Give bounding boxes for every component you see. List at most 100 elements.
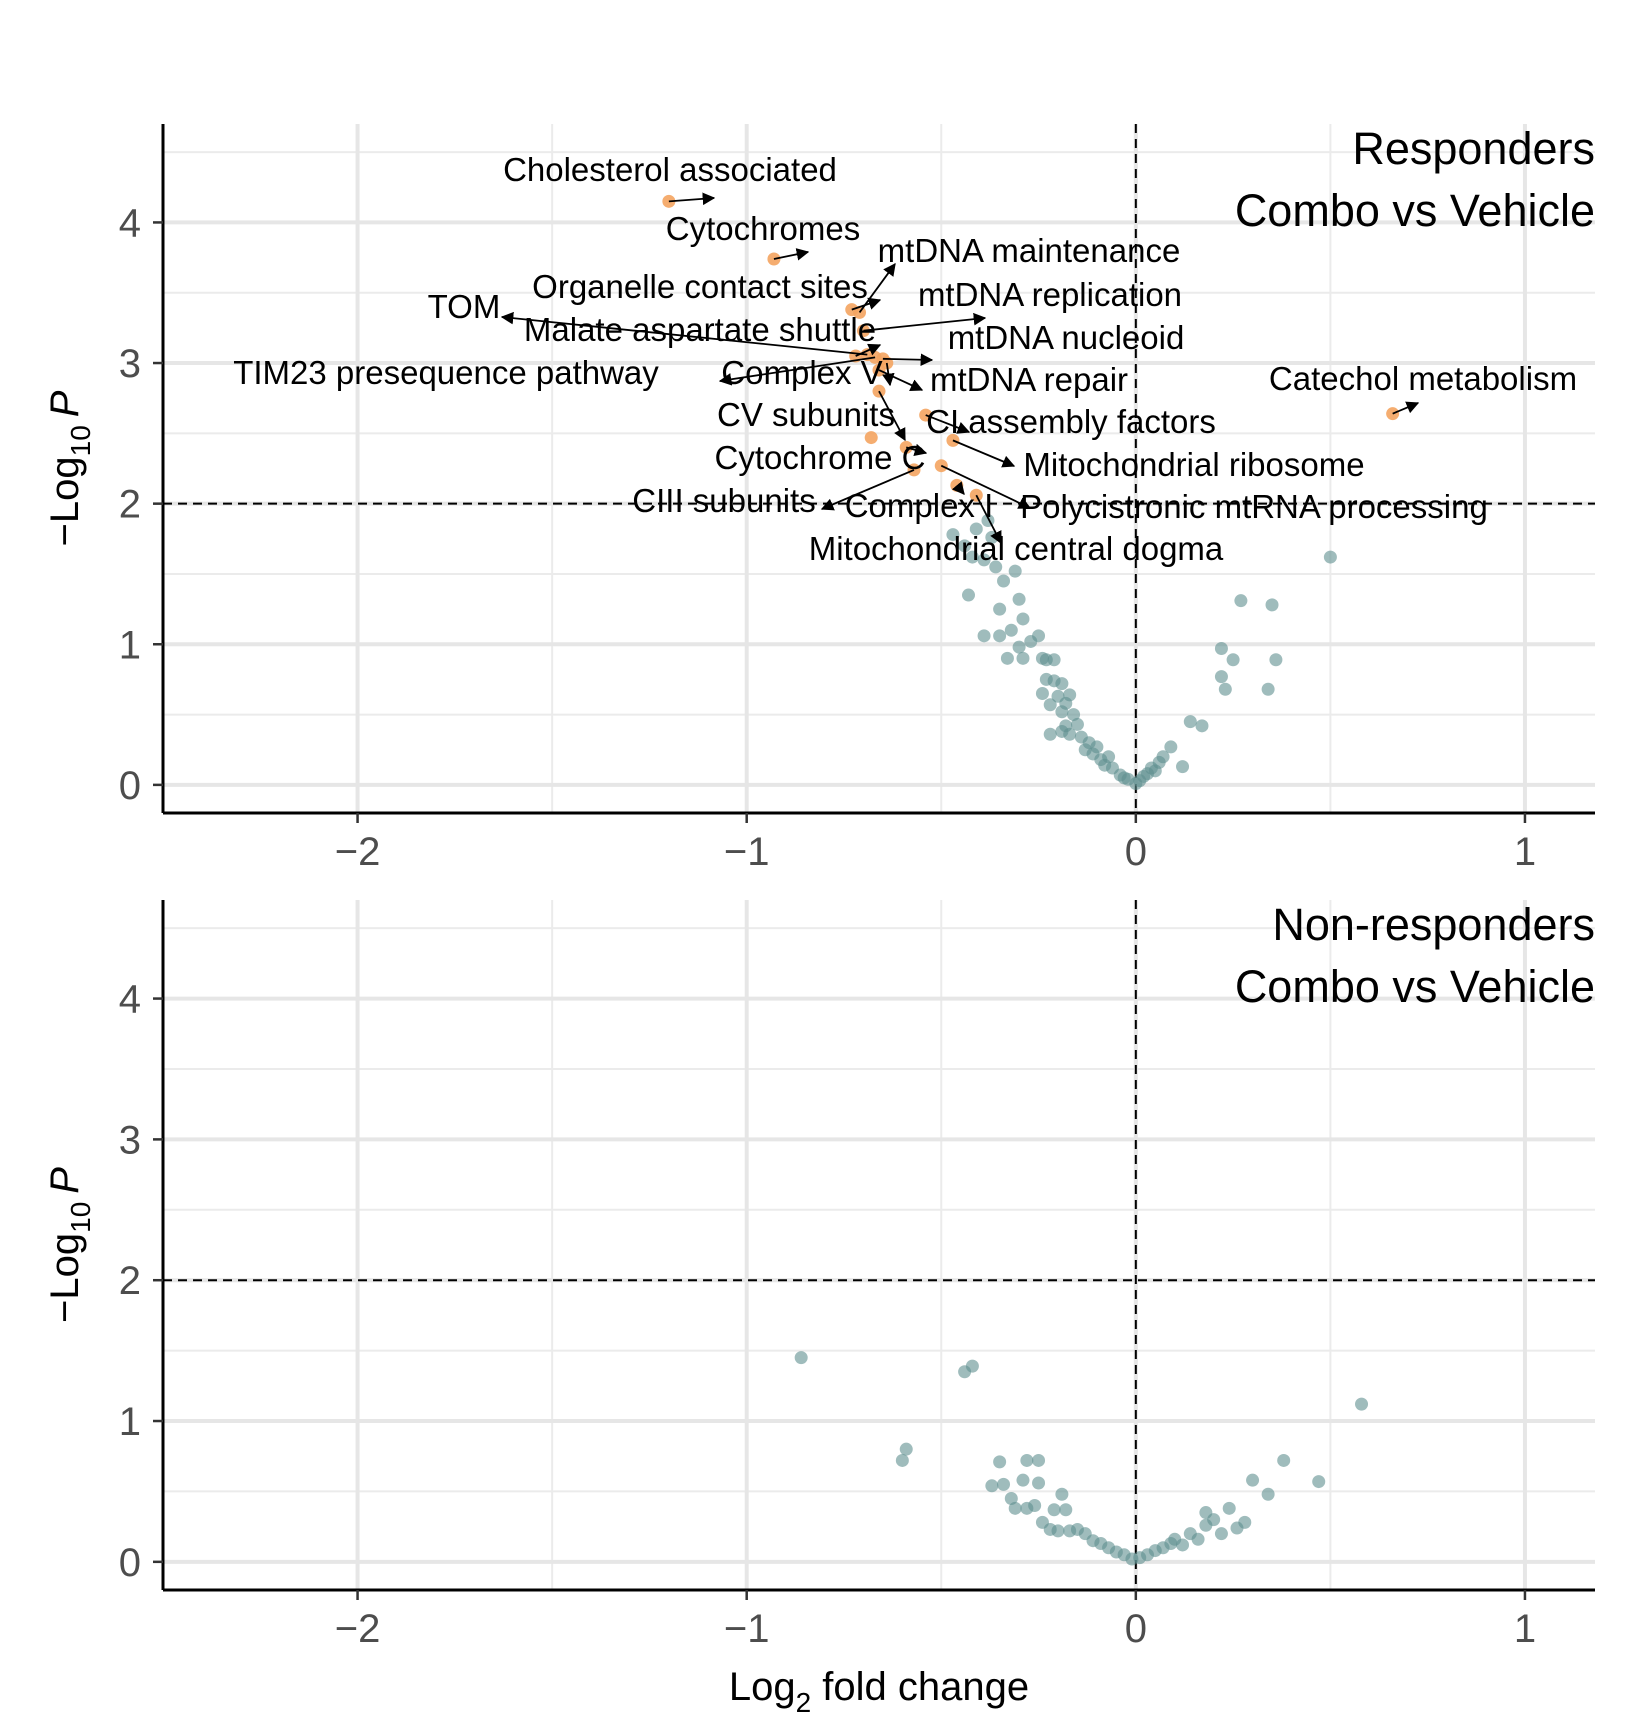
label-arrow [951,481,965,495]
x-tick-label: −2 [335,830,381,874]
data-point [1355,1397,1369,1411]
label-arrow [905,443,928,456]
label-arrow [851,297,882,311]
data-point [1032,629,1046,643]
data-point [946,528,960,542]
y-tick-label: 1 [119,1400,141,1444]
data-point [1043,727,1057,741]
y-tick-label: 0 [119,764,141,808]
label-arrow [940,464,1032,509]
point-labels: Cholesterol associated Cytochromes mtDNA m… [233,151,1577,567]
panel-title: Responders Combo vs Vehicle [1235,123,1595,236]
data-point [1183,715,1197,729]
data-point [1055,1487,1069,1501]
data-point [1261,682,1275,696]
point-label: mtDNA repair [930,361,1128,398]
data-point [1004,623,1018,637]
panel-title-line: Combo vs Vehicle [1235,185,1595,236]
data-point [1269,653,1283,667]
point-label: CV subunits [717,396,895,433]
data-point [1032,1453,1046,1467]
data-point [1008,1501,1022,1515]
data-point [1214,1527,1228,1541]
plot-area [163,900,1595,1590]
point-label: TIM23 presequence pathway [233,354,659,391]
label-arrow [878,390,906,442]
data-point [1032,1476,1046,1490]
point-label: Complex I [845,487,994,524]
label-arrow [668,192,716,206]
x-tick-label: −1 [724,1607,770,1651]
y-tick-label: 4 [119,201,141,245]
data-point [1055,677,1069,691]
data-point [1312,1475,1326,1489]
data-point [965,550,979,564]
data-point [1012,640,1026,654]
data-point [1218,682,1232,696]
data-point [1176,760,1190,774]
y-tick-label: 4 [119,978,141,1022]
point-label: CI assembly factors [926,403,1216,440]
panel-responders: Cholesterol associated Cytochromes mtDNA m… [43,123,1595,874]
data-point [1055,705,1069,719]
y-axis-title: −Log10P [43,1167,96,1323]
data-point [794,1351,808,1365]
point-label: Complex V [721,354,882,391]
y-tick-label: 1 [119,623,141,667]
data-point [1000,651,1014,665]
point-label: Mitochondrial central dogma [809,530,1224,567]
label-arrow [952,439,1016,468]
label-arrow [925,414,971,434]
panel-title-line: Responders [1352,123,1595,174]
data-point [1070,717,1084,731]
y-tick-label: 3 [119,342,141,386]
data-point [969,522,983,536]
point-label: Polycistronic mtRNA processing [1020,488,1488,525]
label-arrow [855,343,882,357]
label-arrow [820,469,915,511]
data-point [985,1479,999,1493]
label-arrow [1392,401,1420,415]
data-point [1222,1501,1236,1515]
data-point [997,1477,1011,1491]
data-point [1012,592,1026,606]
panel-title-line: Combo vs Vehicle [1235,961,1595,1012]
point-label: CIII subunits [632,482,815,519]
data-point [1047,1503,1061,1517]
data-point [1214,670,1228,684]
data-point [1016,612,1030,626]
data-point [1234,594,1248,608]
panel-non-responders: −2 −1 0 1 0 1 2 3 4 −Log10P Non-responders Combo vs… [43,899,1595,1714]
x-tick-label: −2 [335,1607,381,1651]
data-point [1144,761,1158,775]
significant-point [864,431,878,445]
x-tick-label: −1 [724,830,770,874]
points [794,1351,1369,1566]
data-point [1261,1487,1275,1501]
data-point [1020,1453,1034,1467]
point-label: Cytochrome C [715,439,926,476]
data-point [1176,1538,1190,1552]
data-point [1051,1524,1065,1538]
label-arrow [882,353,934,367]
data-point [1214,641,1228,655]
point-label: Cholesterol associated [503,151,837,188]
point-label: Malate aspartate shuttle [524,311,876,348]
x-tick-label: 0 [1125,1607,1147,1651]
point-label: TOM [428,288,501,325]
data-point [1059,1503,1073,1517]
data-point [993,602,1007,616]
data-point [1265,598,1279,612]
data-point [1156,750,1170,764]
point-label: Cytochromes [666,210,860,247]
point-label: mtDNA nucleoid [948,319,1185,356]
data-point [1008,564,1022,578]
label-arrow [500,311,868,356]
data-point [1195,719,1209,733]
data-point [977,553,991,567]
data-point [1028,1499,1042,1513]
data-point [1067,708,1081,722]
plot-area [163,124,1595,813]
point-label: Organelle contact sites [532,268,868,305]
